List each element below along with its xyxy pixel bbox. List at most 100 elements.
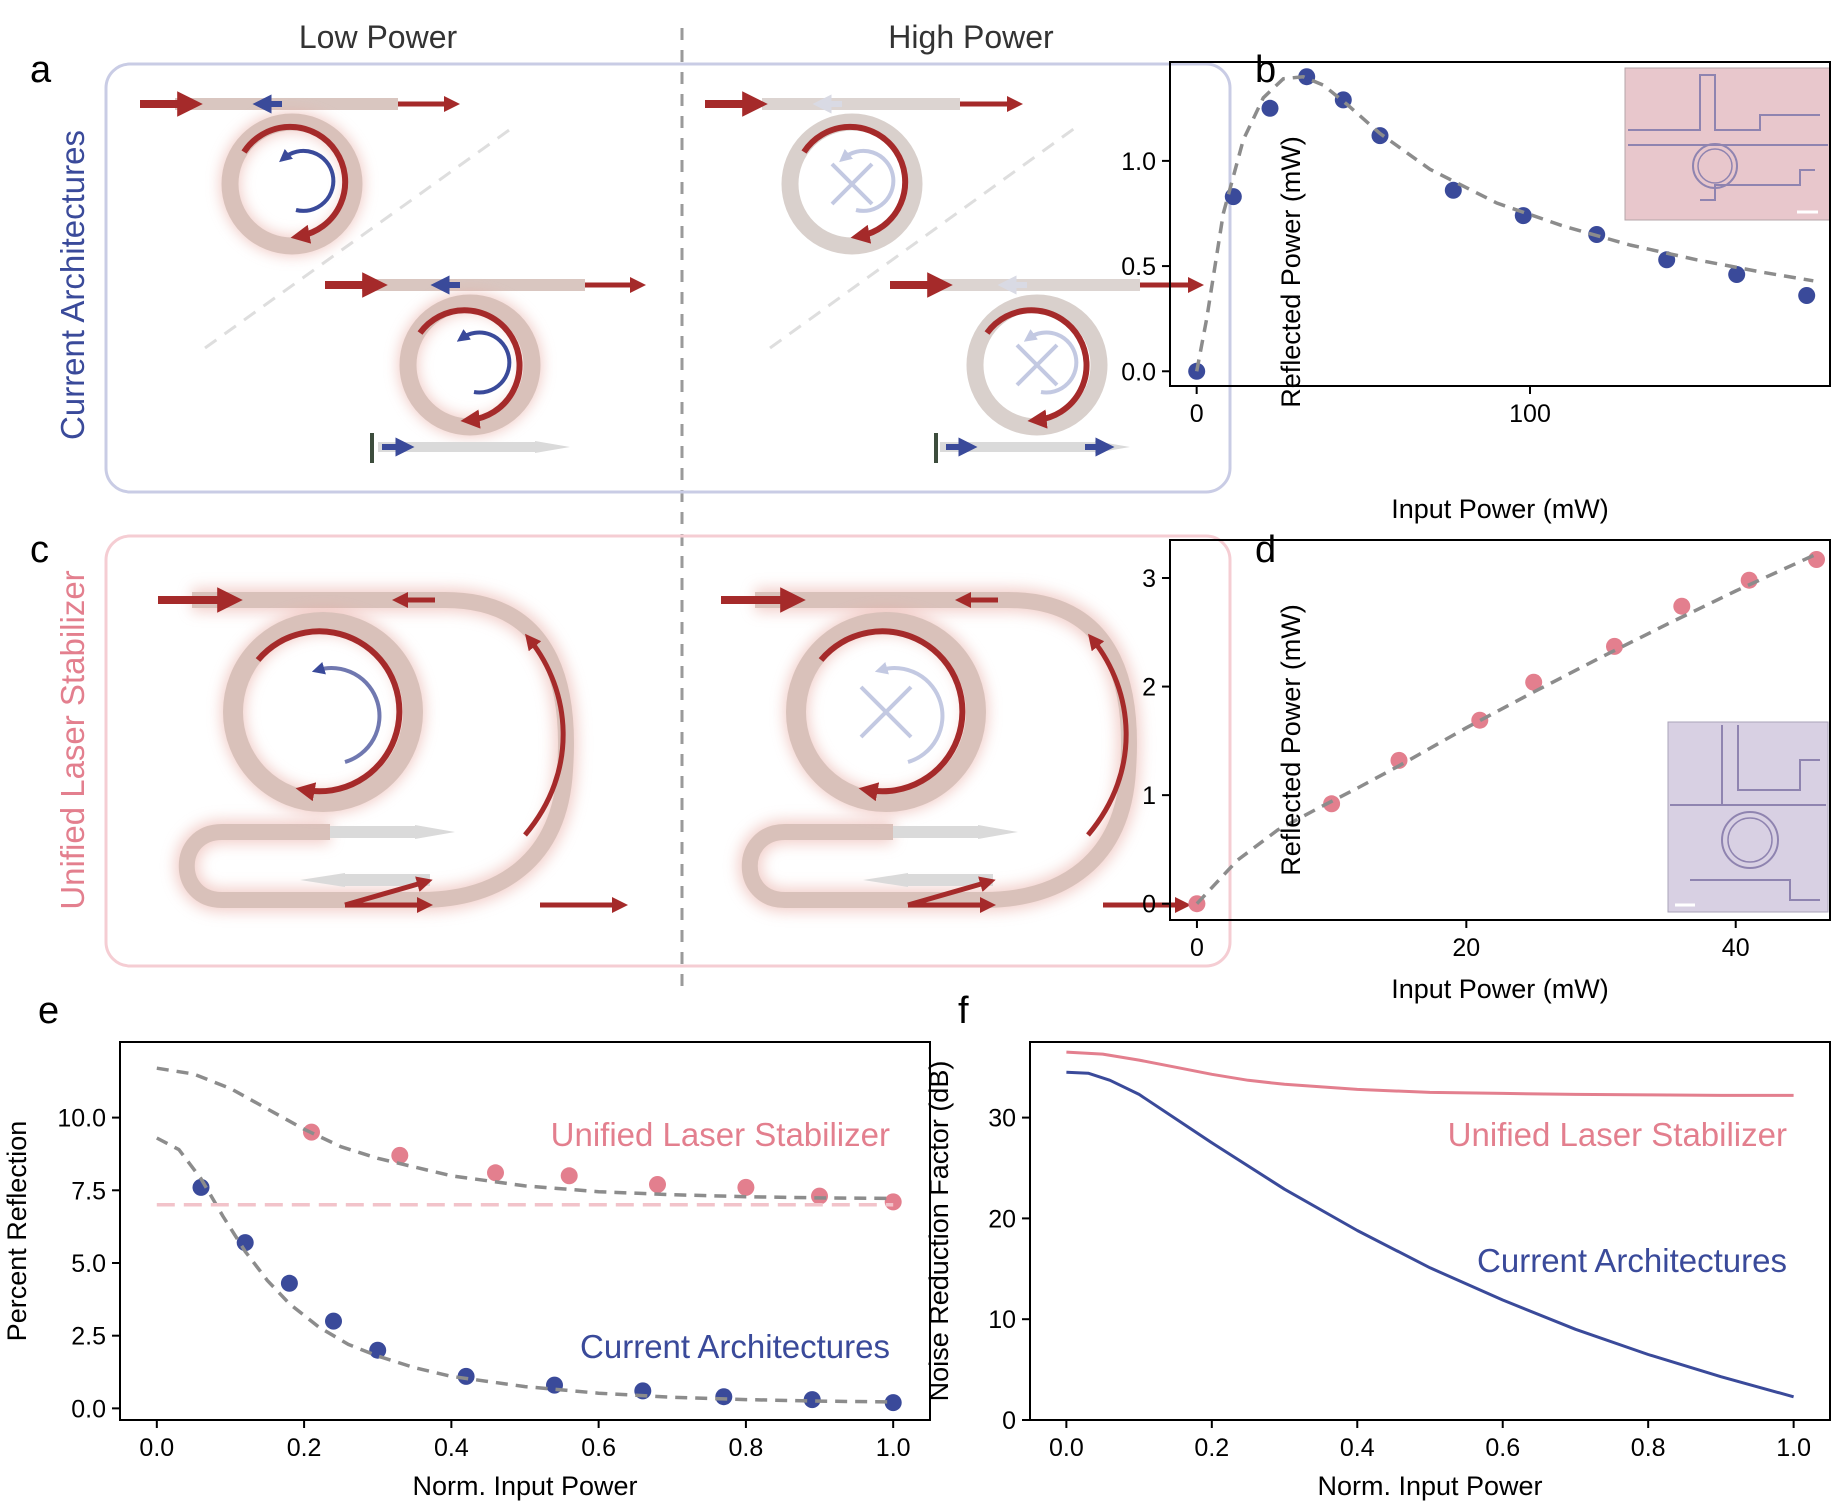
- chart-d-series-measured-point: [1808, 551, 1825, 568]
- chart-d-ylabel: Reflected Power (mW): [1276, 604, 1306, 876]
- chart-e-xtick-label: 0.6: [581, 1434, 616, 1462]
- chart-d-ytick-label: 3: [1142, 565, 1156, 593]
- chart-f-ytick-label: 0: [1002, 1407, 1016, 1435]
- ring-resonator: [221, 113, 363, 255]
- chart-d-ytick-label: 0: [1142, 891, 1156, 919]
- chart-b-ytick-label: 1.0: [1121, 148, 1156, 176]
- chart-b-xtick-label: 100: [1509, 400, 1551, 428]
- chart-f-ytick-label: 30: [988, 1105, 1016, 1133]
- chart-e-xtick-label: 1.0: [876, 1434, 911, 1462]
- taper-2: [863, 873, 908, 887]
- coupled-arrow: [344, 876, 433, 908]
- chart-d-series-fit-line: [1195, 552, 1818, 905]
- chart-e-xtick-label: 0.8: [729, 1434, 764, 1462]
- clockwise-mode-arrow-2: [984, 307, 1090, 429]
- clockwise-mode-arrow: [801, 123, 909, 244]
- inset-waveguides: [1670, 725, 1826, 901]
- chart-e-label-unified-laser-stabilizer: Unified Laser Stabilizer: [551, 1116, 890, 1153]
- panel-letter-e: e: [38, 990, 59, 1032]
- unified-low-power-diagram: [158, 587, 629, 914]
- chart-b-series-measured-point: [1728, 266, 1746, 283]
- counterclockwise-mode-arrow-2: [456, 329, 512, 395]
- chart-e: 0.0 0.2 0.4 0.6 0.8 1.0 0.0 2.5 5.0 7.5 10.0 Norm. …: [2, 1041, 931, 1501]
- chart-b-xlabel: Input Power (mW): [1391, 494, 1609, 524]
- suppressed-mode-arrow-2: [1023, 329, 1079, 395]
- chart-f-frame: [1029, 1041, 1831, 1421]
- chart-d-xtick-label: 40: [1722, 934, 1750, 962]
- clockwise-mode-arrow: [255, 628, 403, 802]
- chart-f-ytick-label: 10: [988, 1306, 1016, 1334]
- stage-divider: [204, 126, 513, 350]
- chart-b-xtick-label: 0: [1190, 400, 1204, 428]
- chart-e-ytick-label: 7.5: [71, 1177, 106, 1205]
- counterclockwise-mode-arrow: [279, 148, 336, 213]
- counterclockwise-mode-arrow: [311, 662, 382, 764]
- chart-e-series-current-architectures-point: [457, 1367, 475, 1385]
- clockwise-mode-arrow: [241, 123, 349, 244]
- suppressed-cross: [859, 685, 913, 739]
- chart-d-ytick-label: 2: [1142, 674, 1156, 702]
- clockwise-mode-arrow-2: [417, 307, 523, 429]
- panel-letter-f: f: [958, 990, 969, 1032]
- chart-f-xtick-label: 0.0: [1049, 1434, 1084, 1462]
- chart-e-series-unified-laser-stabilizer-point: [649, 1176, 666, 1193]
- chart-f-xtick-label: 0.4: [1340, 1434, 1375, 1462]
- chart-e-xtick-label: 0.4: [434, 1434, 469, 1462]
- taper-2: [300, 873, 345, 887]
- chart-e-series-unified-laser-stabilizer-point: [737, 1178, 755, 1196]
- chart-e-ytick-label: 2.5: [71, 1323, 106, 1351]
- row-label-current: Current Architectures: [54, 130, 91, 440]
- inset-ring-inner: [1697, 148, 1733, 184]
- chart-b-series-fit-line: [1194, 74, 1814, 372]
- chart-e-series-unified-laser-stabilizer-point: [560, 1167, 578, 1185]
- chart-e-series-fit-current-line: [155, 1136, 894, 1404]
- chart-b-inset-micrograph: [1624, 67, 1831, 221]
- chart-d-xtick-label: 20: [1452, 934, 1480, 962]
- panel-letter-a: a: [30, 49, 52, 91]
- suppressed-mode-arrow: [839, 148, 896, 213]
- chart-d-frame: [1169, 539, 1831, 921]
- loop-arrow: [523, 633, 566, 837]
- chart-f-label-unified-laser-stabilizer: Unified Laser Stabilizer: [1448, 1116, 1787, 1153]
- chart-b-ytick-label: 0.5: [1121, 253, 1156, 281]
- current-low-power-diagram: [140, 91, 647, 463]
- chart-e-frame: [119, 1041, 931, 1421]
- inset-ring: [1692, 143, 1738, 189]
- chart-e-xtick-label: 0.2: [287, 1434, 322, 1462]
- chart-b-series-measured-point: [1798, 287, 1816, 304]
- suppressed-cross: [830, 162, 874, 206]
- panel-letter-b: b: [1255, 49, 1276, 91]
- current-high-power-diagram: [705, 91, 1205, 463]
- chart-e-series-current-architectures-point: [369, 1341, 387, 1359]
- chart-d-xlabel: Input Power (mW): [1391, 974, 1609, 1004]
- chart-f-xtick-label: 0.2: [1194, 1434, 1229, 1462]
- taper: [978, 825, 1018, 839]
- chart-f: 0.0 0.2 0.4 0.6 0.8 1.0 0 10 20 30 Norm. Input Pow…: [924, 1041, 1831, 1501]
- chart-b-frame: [1169, 61, 1831, 387]
- inset-image-background: [1667, 721, 1829, 913]
- chart-e-series-unified-laser-stabilizer-point: [391, 1146, 409, 1164]
- chart-f-series-current-architectures-line: [1066, 1070, 1794, 1399]
- inset-ring: [1721, 811, 1779, 869]
- ring-resonator: [781, 113, 923, 255]
- chart-f-series-unified-laser-stabilizer-line: [1066, 1050, 1794, 1097]
- chart-f-label-current-architectures: Current Architectures: [1477, 1242, 1787, 1279]
- chart-d: 0 20 40 0 1 2 3 Input Power (mW) Reflected Power…: [1142, 539, 1831, 1004]
- chart-e-label-current-architectures: Current Architectures: [580, 1328, 890, 1365]
- chart-d-series-measured-point: [1525, 673, 1543, 691]
- panel-letter-d: d: [1255, 529, 1276, 571]
- chart-e-series-unified-laser-stabilizer-point: [884, 1193, 902, 1211]
- chart-b-series-measured-point: [1444, 181, 1462, 199]
- chart-e-series-current-architectures-point: [884, 1394, 902, 1412]
- chart-f-xtick-label: 0.6: [1485, 1434, 1520, 1462]
- chart-b-ytick-label: 0.0: [1121, 358, 1156, 386]
- schematic: Low Power High Power a c Current Archite…: [30, 19, 1232, 990]
- current-architectures-box: [104, 62, 1232, 494]
- chart-b: 0 100 0.0 0.5 1.0 Input Power (mW) Reflected P…: [1121, 61, 1831, 524]
- chart-f-ytick-label: 20: [988, 1205, 1016, 1233]
- chart-e-series-current-architectures-point: [325, 1312, 342, 1330]
- suppressed-mode-arrow: [874, 662, 945, 764]
- unified-high-power-diagram: [721, 587, 1192, 914]
- chart-e-ytick-label: 0.0: [71, 1395, 106, 1423]
